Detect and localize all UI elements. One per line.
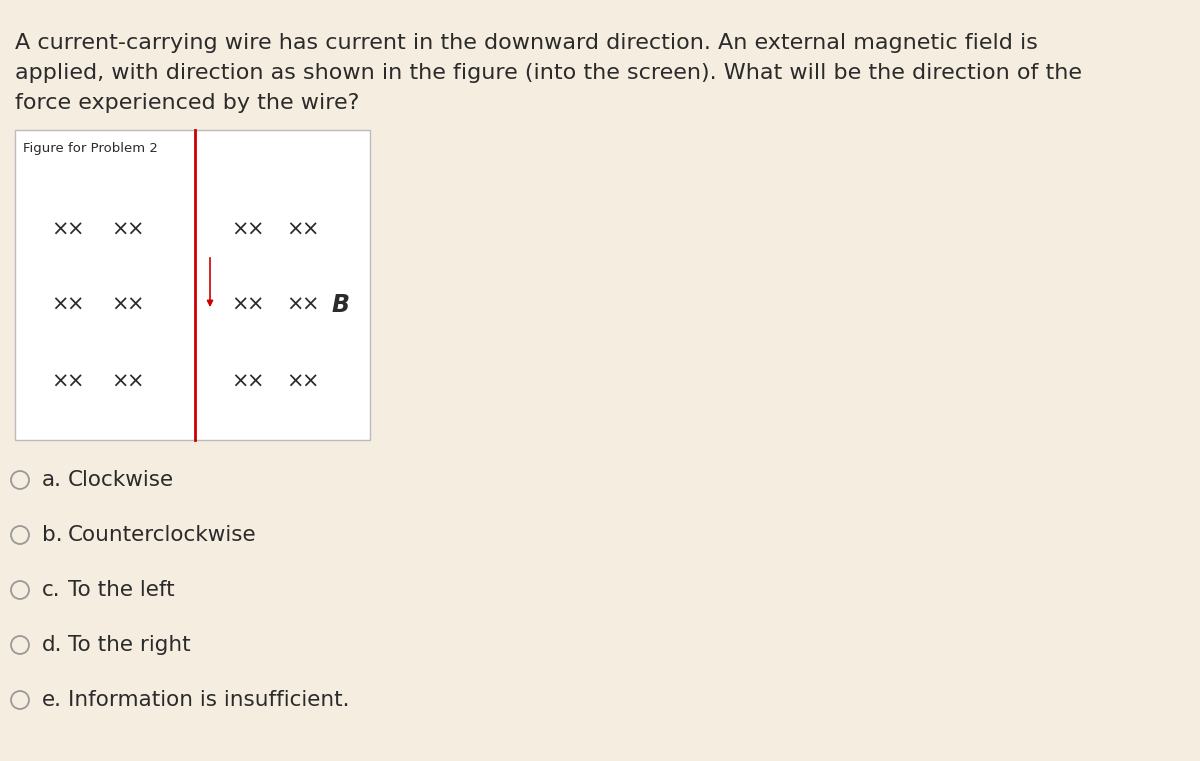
Text: ×: ×: [126, 372, 144, 392]
Text: To the right: To the right: [68, 635, 191, 655]
Text: a.: a.: [42, 470, 62, 490]
Text: force experienced by the wire?: force experienced by the wire?: [14, 93, 359, 113]
Text: ×: ×: [52, 372, 68, 392]
Text: ×: ×: [66, 295, 84, 315]
Text: ×: ×: [301, 295, 319, 315]
Text: ×: ×: [246, 295, 264, 315]
Text: ×: ×: [126, 220, 144, 240]
Text: ×: ×: [301, 372, 319, 392]
Text: To the left: To the left: [68, 580, 175, 600]
Text: ×: ×: [126, 295, 144, 315]
Text: ×: ×: [112, 295, 128, 315]
Text: ×: ×: [52, 295, 68, 315]
Text: ×: ×: [232, 295, 248, 315]
Text: d.: d.: [42, 635, 62, 655]
Text: ×: ×: [287, 372, 304, 392]
Text: A current-carrying wire has current in the downward direction. An external magne: A current-carrying wire has current in t…: [14, 33, 1038, 53]
Text: b.: b.: [42, 525, 62, 545]
Text: c.: c.: [42, 580, 61, 600]
Text: Information is insufficient.: Information is insufficient.: [68, 690, 349, 710]
Text: ×: ×: [287, 295, 304, 315]
Text: applied, with direction as shown in the figure (into the screen). What will be t: applied, with direction as shown in the …: [14, 63, 1082, 83]
Text: ×: ×: [112, 220, 128, 240]
Text: ×: ×: [232, 220, 248, 240]
Text: Clockwise: Clockwise: [68, 470, 174, 490]
Text: ×: ×: [246, 220, 264, 240]
Text: ×: ×: [66, 220, 84, 240]
Text: ×: ×: [232, 372, 248, 392]
Text: ×: ×: [52, 220, 68, 240]
Text: ×: ×: [301, 220, 319, 240]
Text: Figure for Problem 2: Figure for Problem 2: [23, 142, 158, 155]
Text: B: B: [331, 293, 349, 317]
Text: ×: ×: [66, 372, 84, 392]
Text: e.: e.: [42, 690, 62, 710]
Bar: [14, 130, 370, 440]
Text: ×: ×: [246, 372, 264, 392]
Text: ×: ×: [112, 372, 128, 392]
Text: ×: ×: [287, 220, 304, 240]
Text: Counterclockwise: Counterclockwise: [68, 525, 257, 545]
